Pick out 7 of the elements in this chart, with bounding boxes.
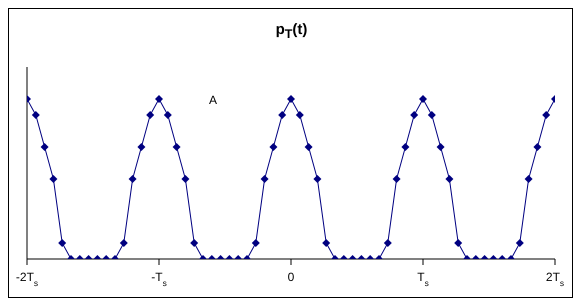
x-tick-label: 0	[288, 270, 295, 284]
annotation: A	[209, 93, 218, 107]
x-tick-label: 2T$_{s}$	[546, 270, 564, 288]
x-tick-label: T$_{s}$	[417, 270, 429, 288]
x-tick-label: -2T$_{s}$	[16, 270, 38, 288]
x-tick-label: -T$_{s}$	[151, 270, 167, 288]
chart-title: p$_{T}$(t)	[274, 21, 308, 41]
